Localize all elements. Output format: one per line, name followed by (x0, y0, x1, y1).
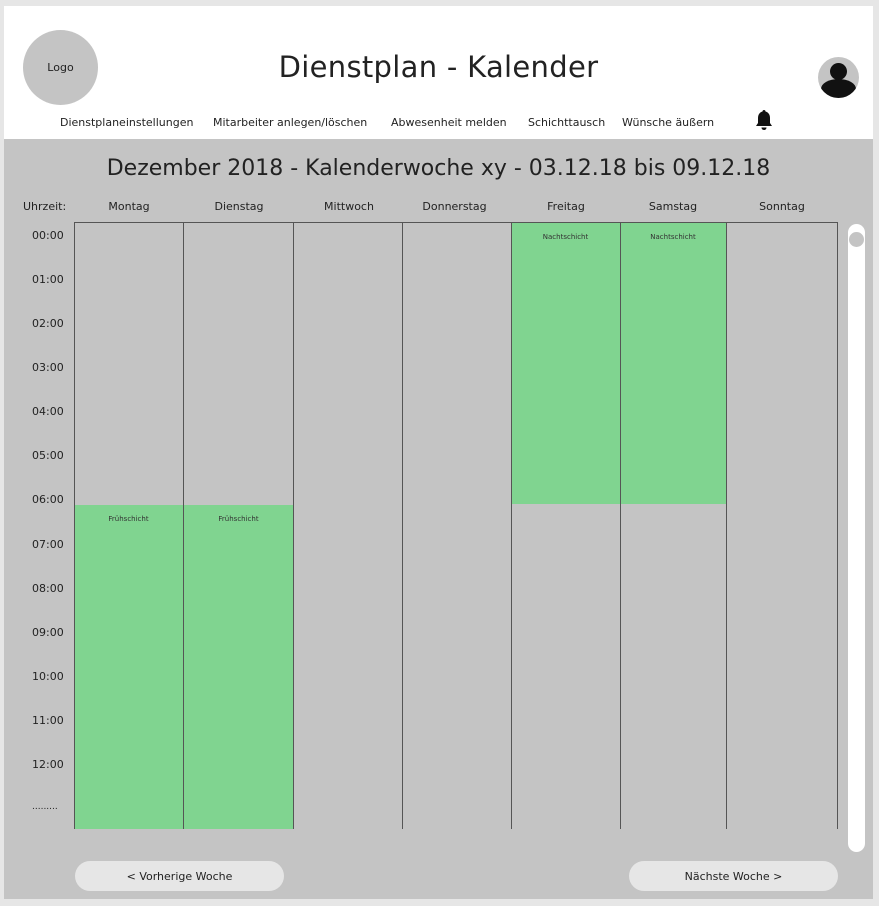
nav-mitarbeiter-anlegen[interactable]: Mitarbeiter anlegen/löschen (213, 116, 368, 129)
day-header-freitag: Freitag (547, 200, 585, 213)
scrollbar-thumb[interactable] (849, 232, 864, 247)
header: Logo Dienstplan - Kalender Dienstplanein… (4, 6, 873, 139)
day-header-dienstag: Dienstag (214, 200, 264, 213)
nav-abwesenheit-melden[interactable]: Abwesenheit melden (391, 116, 507, 129)
shift-label: Frühschicht (218, 515, 259, 523)
calendar-scrollbar[interactable] (848, 224, 865, 852)
shift-block-dienstag[interactable]: Frühschicht (184, 505, 293, 829)
time-label: 06:00 (32, 493, 64, 506)
previous-week-button[interactable]: < Vorherige Woche (75, 861, 284, 891)
time-label: 09:00 (32, 626, 64, 639)
shift-label: Nachtschicht (542, 233, 589, 241)
bell-icon[interactable] (752, 108, 776, 132)
logo-label: Logo (47, 61, 74, 74)
shift-block-montag[interactable]: Frühschicht (74, 505, 183, 829)
time-label: 12:00 (32, 758, 64, 771)
day-header-samstag: Samstag (648, 200, 698, 213)
week-title: Dezember 2018 - Kalenderwoche xy - 03.12… (106, 156, 771, 181)
time-label: 01:00 (32, 273, 64, 286)
next-week-label: Nächste Woche > (684, 869, 783, 883)
time-label: 07:00 (32, 538, 64, 551)
shift-label: Frühschicht (108, 515, 149, 523)
day-header-montag: Montag (108, 200, 150, 213)
nav-dienstplaneinstellungen[interactable]: Dienstplaneinstellungen (60, 116, 194, 129)
next-week-button[interactable]: Nächste Woche > (629, 861, 838, 891)
time-label: 11:00 (32, 714, 64, 727)
day-header-sonntag: Sonntag (759, 200, 805, 213)
logo[interactable]: Logo (23, 30, 98, 105)
previous-week-label: < Vorherige Woche (126, 869, 233, 883)
user-avatar-icon[interactable] (818, 57, 859, 98)
time-label: 05:00 (32, 449, 64, 462)
time-label-more: ......... (32, 802, 58, 812)
time-label: 10:00 (32, 670, 64, 683)
nav-wuensche-aeussern[interactable]: Wünsche äußern (622, 116, 715, 129)
time-label: 08:00 (32, 582, 64, 595)
time-column-header: Uhrzeit: (23, 200, 67, 213)
time-label: 04:00 (32, 405, 64, 418)
nav-schichttausch[interactable]: Schichttausch (528, 116, 606, 129)
app-frame: Logo Dienstplan - Kalender Dienstplanein… (4, 6, 873, 899)
time-label: 00:00 (32, 229, 64, 242)
shift-block-freitag[interactable]: Nachtschicht (511, 223, 620, 504)
time-label: 03:00 (32, 361, 64, 374)
day-header-mittwoch: Mittwoch (324, 200, 374, 213)
day-header-donnerstag: Donnerstag (422, 200, 487, 213)
time-label: 02:00 (32, 317, 64, 330)
shift-block-samstag[interactable]: Nachtschicht (620, 223, 726, 504)
shift-label: Nachtschicht (650, 233, 696, 241)
page-title: Dienstplan - Kalender (278, 50, 599, 84)
calendar-grid[interactable]: Frühschicht Frühschicht Nachtschicht Nac… (74, 222, 838, 829)
